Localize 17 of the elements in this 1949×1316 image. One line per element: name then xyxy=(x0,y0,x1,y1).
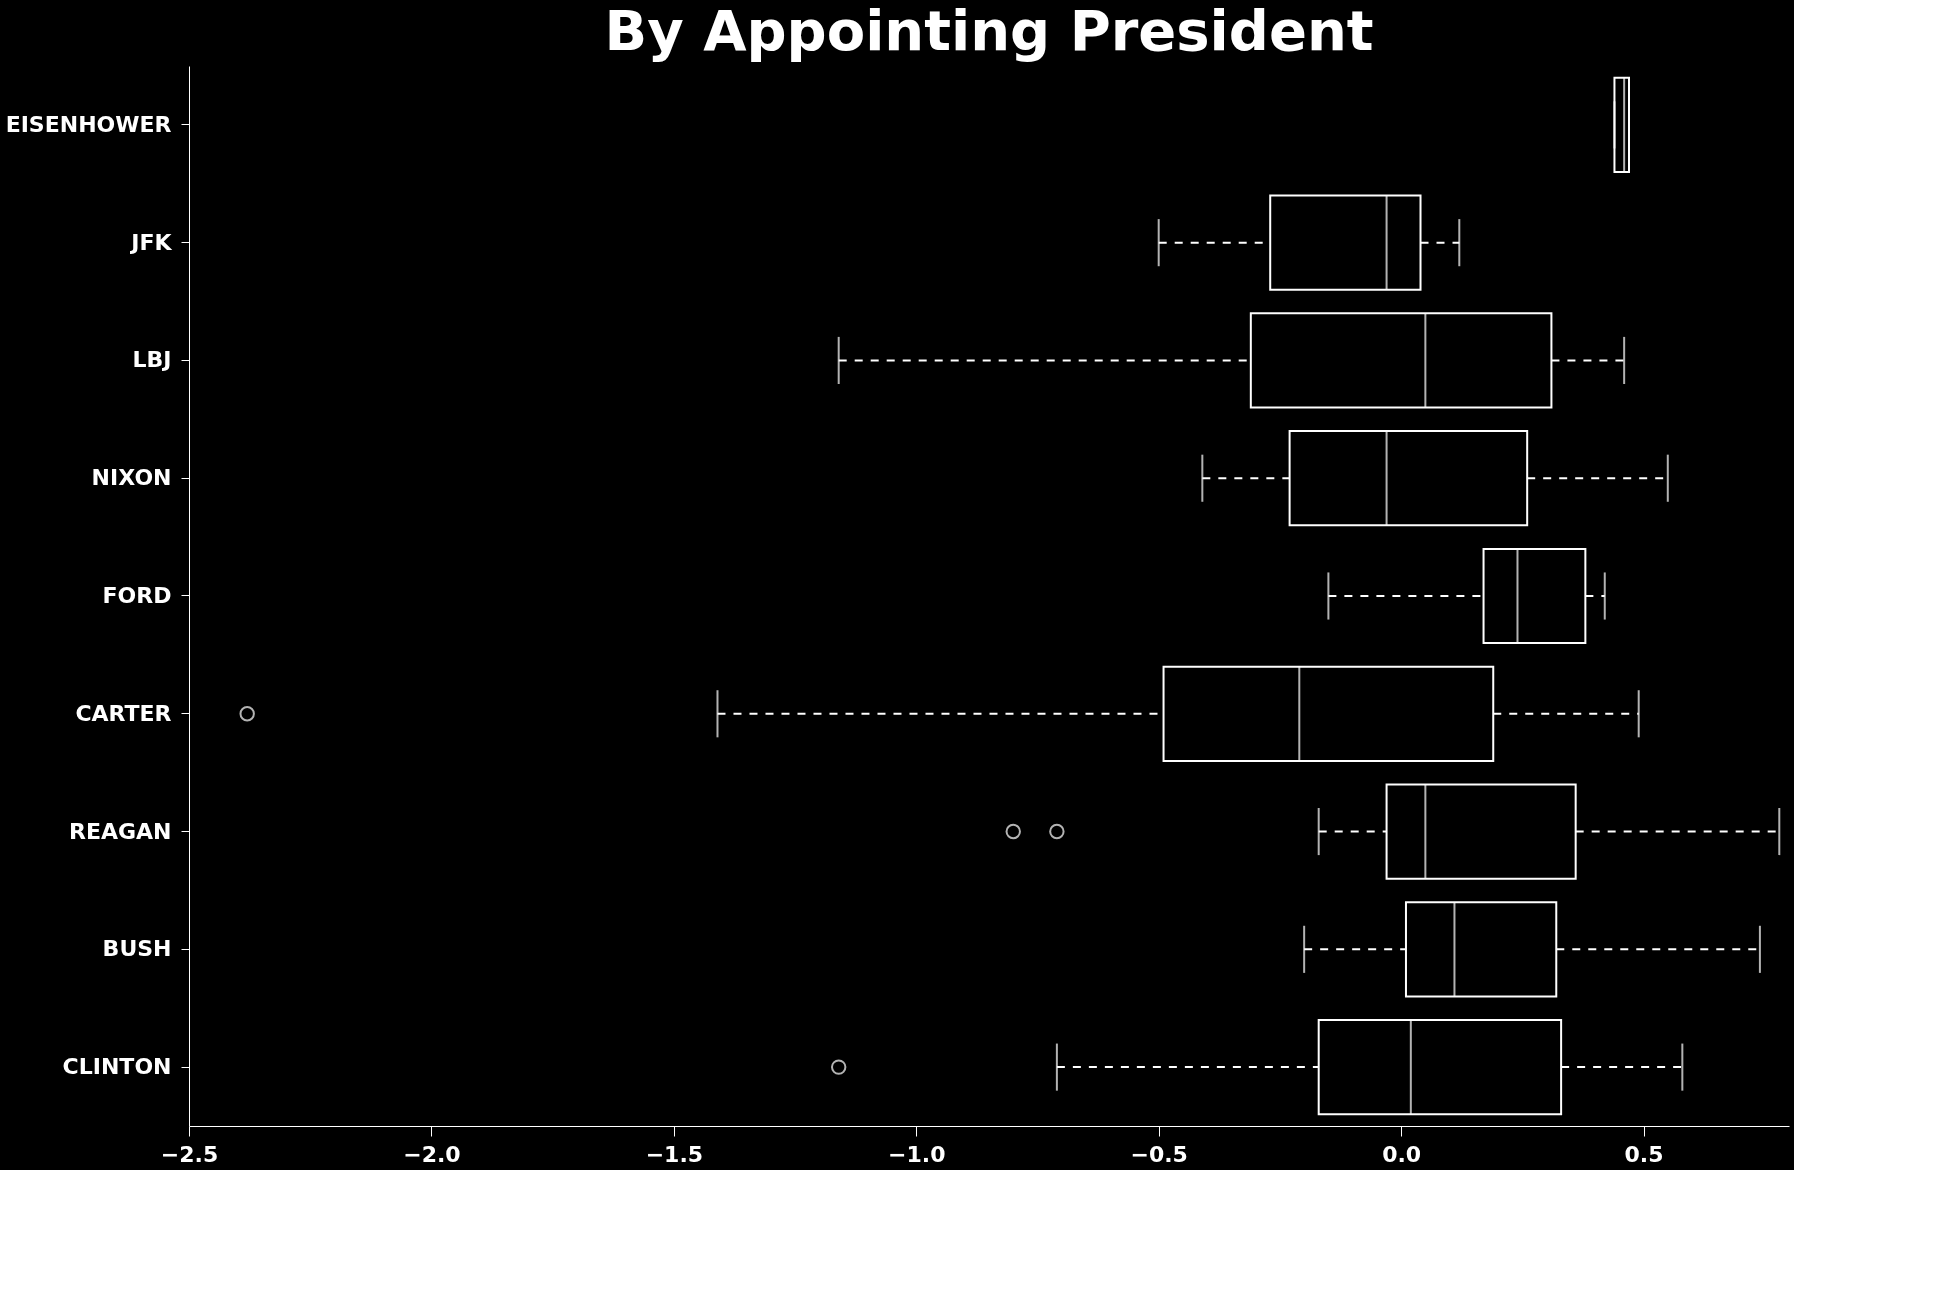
x-tick-label: −0.5 xyxy=(1130,1141,1188,1167)
x-tick-label: 0.5 xyxy=(1624,1141,1664,1167)
y-tick-label: NIXON xyxy=(91,465,172,491)
x-tick-label: −1.5 xyxy=(645,1141,704,1167)
x-tick-label: −1.0 xyxy=(888,1141,946,1167)
y-tick-label: REAGAN xyxy=(69,818,172,844)
x-tick-label: 0.0 xyxy=(1382,1141,1422,1167)
y-tick-label: JFK xyxy=(129,229,173,255)
y-tick-label: CLINTON xyxy=(62,1054,172,1080)
y-tick-label: CARTER xyxy=(75,700,172,726)
y-tick-label: EISENHOWER xyxy=(5,111,172,137)
y-tick-label: BUSH xyxy=(102,936,172,962)
x-tick-label: −2.5 xyxy=(160,1141,219,1167)
x-tick-label: −2.0 xyxy=(403,1141,461,1167)
y-tick-label: LBJ xyxy=(132,347,172,373)
chart-title: By Appointing President xyxy=(604,0,1374,63)
y-tick-label: FORD xyxy=(102,583,172,608)
